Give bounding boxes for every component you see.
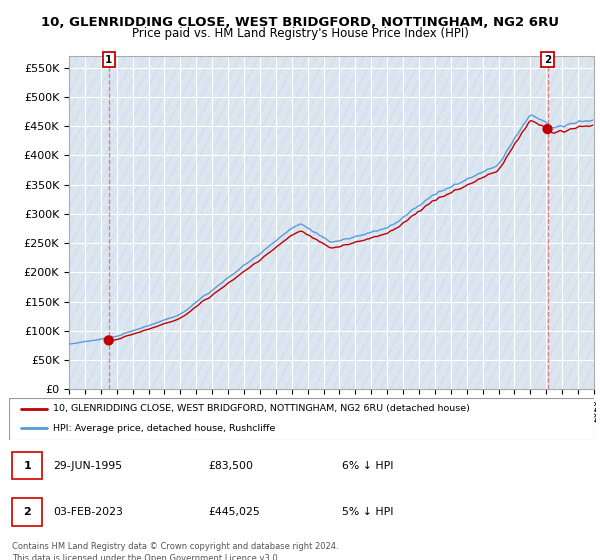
FancyBboxPatch shape [12, 452, 43, 479]
Text: HPI: Average price, detached house, Rushcliffe: HPI: Average price, detached house, Rush… [53, 424, 275, 433]
FancyBboxPatch shape [9, 398, 594, 440]
Text: 1: 1 [23, 460, 31, 470]
FancyBboxPatch shape [12, 498, 43, 526]
Text: 2: 2 [544, 55, 551, 65]
Text: Contains HM Land Registry data © Crown copyright and database right 2024.
This d: Contains HM Land Registry data © Crown c… [12, 542, 338, 560]
Point [104, 336, 113, 345]
Text: 29-JUN-1995: 29-JUN-1995 [53, 460, 122, 470]
Text: 5% ↓ HPI: 5% ↓ HPI [343, 507, 394, 517]
Text: 1: 1 [105, 55, 112, 65]
Text: 6% ↓ HPI: 6% ↓ HPI [343, 460, 394, 470]
Text: Price paid vs. HM Land Registry's House Price Index (HPI): Price paid vs. HM Land Registry's House … [131, 27, 469, 40]
Point [543, 124, 553, 133]
Text: 03-FEB-2023: 03-FEB-2023 [53, 507, 123, 517]
Text: £445,025: £445,025 [208, 507, 260, 517]
Text: 10, GLENRIDDING CLOSE, WEST BRIDGFORD, NOTTINGHAM, NG2 6RU: 10, GLENRIDDING CLOSE, WEST BRIDGFORD, N… [41, 16, 559, 29]
Text: £83,500: £83,500 [208, 460, 253, 470]
Text: 10, GLENRIDDING CLOSE, WEST BRIDGFORD, NOTTINGHAM, NG2 6RU (detached house): 10, GLENRIDDING CLOSE, WEST BRIDGFORD, N… [53, 404, 470, 413]
Text: 2: 2 [23, 507, 31, 517]
